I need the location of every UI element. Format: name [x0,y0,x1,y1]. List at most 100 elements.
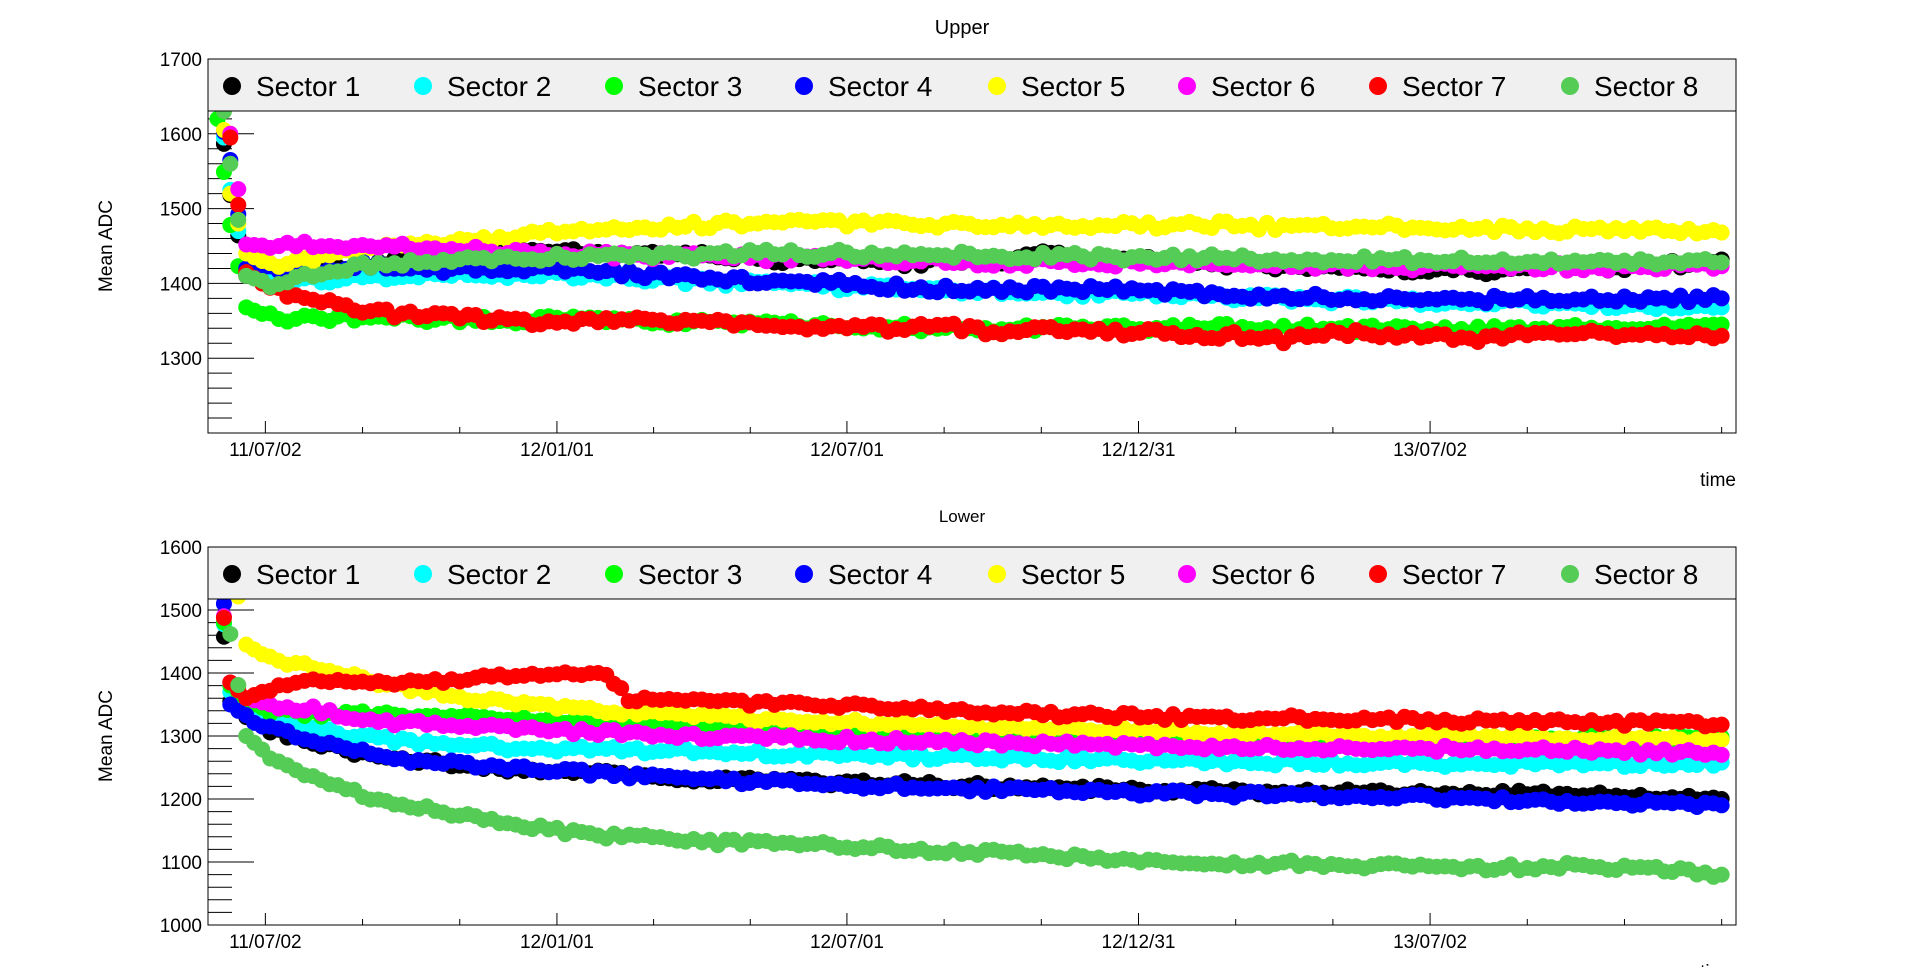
legend-item: Sector 2 [414,71,551,102]
data-point [222,625,239,642]
legend-label: Sector 3 [638,559,742,590]
y-tick-label: 1400 [160,664,202,685]
legend-item: Sector 2 [414,559,551,590]
legend: Sector 1 Sector 2 Sector 3 Sector 4 Sector 5… [207,58,1737,112]
y-tick-label: 1600 [160,125,202,146]
y-axis-label: Mean ADC [96,200,117,292]
data-point [1713,866,1730,883]
legend: Sector 1 Sector 2 Sector 3 Sector 4 Sector 5… [207,546,1737,600]
legend-marker [795,77,813,95]
y-tick-label: 1300 [160,349,202,370]
data-point [222,155,239,172]
legend-box [207,58,1737,112]
legend-marker [988,77,1006,95]
data-point [1713,731,1730,748]
legend-item: Sector 8 [1561,71,1698,102]
series-7 [209,65,1730,352]
data-point [215,609,232,626]
y-axis-label: Mean ADC [96,690,117,782]
x-tick-label: 12/07/01 [810,932,884,953]
legend-label: Sector 5 [1021,71,1125,102]
data-point [1713,316,1730,333]
x-axis-label: time [1700,962,1736,967]
y-tick-label: 1600 [160,538,202,559]
legend-label: Sector 8 [1594,559,1698,590]
y-tick-label: 1500 [160,200,202,221]
legend-item: Sector 4 [795,559,932,590]
legend-marker [223,77,241,95]
legend-item: Sector 8 [1561,559,1698,590]
legend-label: Sector 6 [1211,71,1315,102]
legend-marker [1369,565,1387,583]
chart-title: Lower [939,507,986,526]
legend-label: Sector 2 [447,559,551,590]
x-axis-label: time [1700,470,1736,491]
chart-panel-2: Lower Mean ADC time 1000 1100 1200 1300 1400 150… [96,507,1737,972]
legend-item: Sector 5 [988,559,1125,590]
legend-marker [1561,77,1579,95]
legend-marker [223,565,241,583]
data-point [1713,224,1730,241]
series-8 [209,547,1730,885]
series-7 [209,547,1730,735]
data-point [215,595,232,612]
data-point [230,181,247,198]
legend-label: Sector 2 [447,71,551,102]
legend-item: Sector 6 [1178,559,1315,590]
legend-label: Sector 1 [256,559,360,590]
legend-box [207,546,1737,600]
y-tick-label: 1100 [161,853,202,874]
legend-item: Sector 7 [1369,559,1506,590]
y-tick-label: 1200 [160,790,202,811]
legend-item: Sector 3 [605,559,742,590]
x-tick-label: 13/07/02 [1393,440,1467,461]
legend-label: Sector 7 [1402,71,1506,102]
legend-item: Sector 3 [605,71,742,102]
legend-item: Sector 1 [223,559,360,590]
legend-label: Sector 4 [828,559,932,590]
x-tick-label: 11/07/02 [229,932,302,953]
legend-item: Sector 4 [795,71,932,102]
series-8 [209,59,1730,296]
data-point [1713,716,1730,733]
x-tick-label: 11/07/02 [229,440,302,461]
legend-marker [1561,565,1579,583]
data-point [230,211,247,228]
series-4 [209,95,1730,312]
legend-marker [795,565,813,583]
legend-marker [414,77,432,95]
chart-title: Upper [935,17,990,39]
series-2 [209,77,1730,318]
legend-label: Sector 1 [256,71,360,102]
x-tick-label: 12/12/31 [1102,932,1176,953]
legend-label: Sector 8 [1594,71,1698,102]
data-point [613,680,630,697]
x-tick-label: 12/01/01 [520,932,594,953]
legend-label: Sector 5 [1021,559,1125,590]
y-tick-label: 1000 [160,916,202,937]
legend-marker [605,77,623,95]
x-tick-label: 12/01/01 [520,440,594,461]
series-4 [209,561,1730,816]
legend-label: Sector 7 [1402,559,1506,590]
legend-item: Sector 5 [988,71,1125,102]
data-point [1713,327,1730,344]
legend-item: Sector 1 [223,71,360,102]
legend-marker [605,565,623,583]
series-2 [209,548,1730,775]
x-tick-label: 13/07/02 [1393,932,1467,953]
y-tick-label: 1700 [160,50,202,71]
data-point [1713,797,1730,814]
legend-label: Sector 4 [828,71,932,102]
series-6 [209,547,1730,763]
x-tick-label: 12/12/31 [1102,440,1176,461]
data-point [230,676,247,693]
data-point [1713,290,1730,307]
data-point [1713,254,1730,271]
y-tick-label: 1500 [160,601,202,622]
legend-marker [1369,77,1387,95]
chart-panel-1: Upper Mean ADC time 1300 1400 1500 1600 1700 11/… [96,17,1737,491]
legend-marker [988,565,1006,583]
data-point [222,129,239,146]
